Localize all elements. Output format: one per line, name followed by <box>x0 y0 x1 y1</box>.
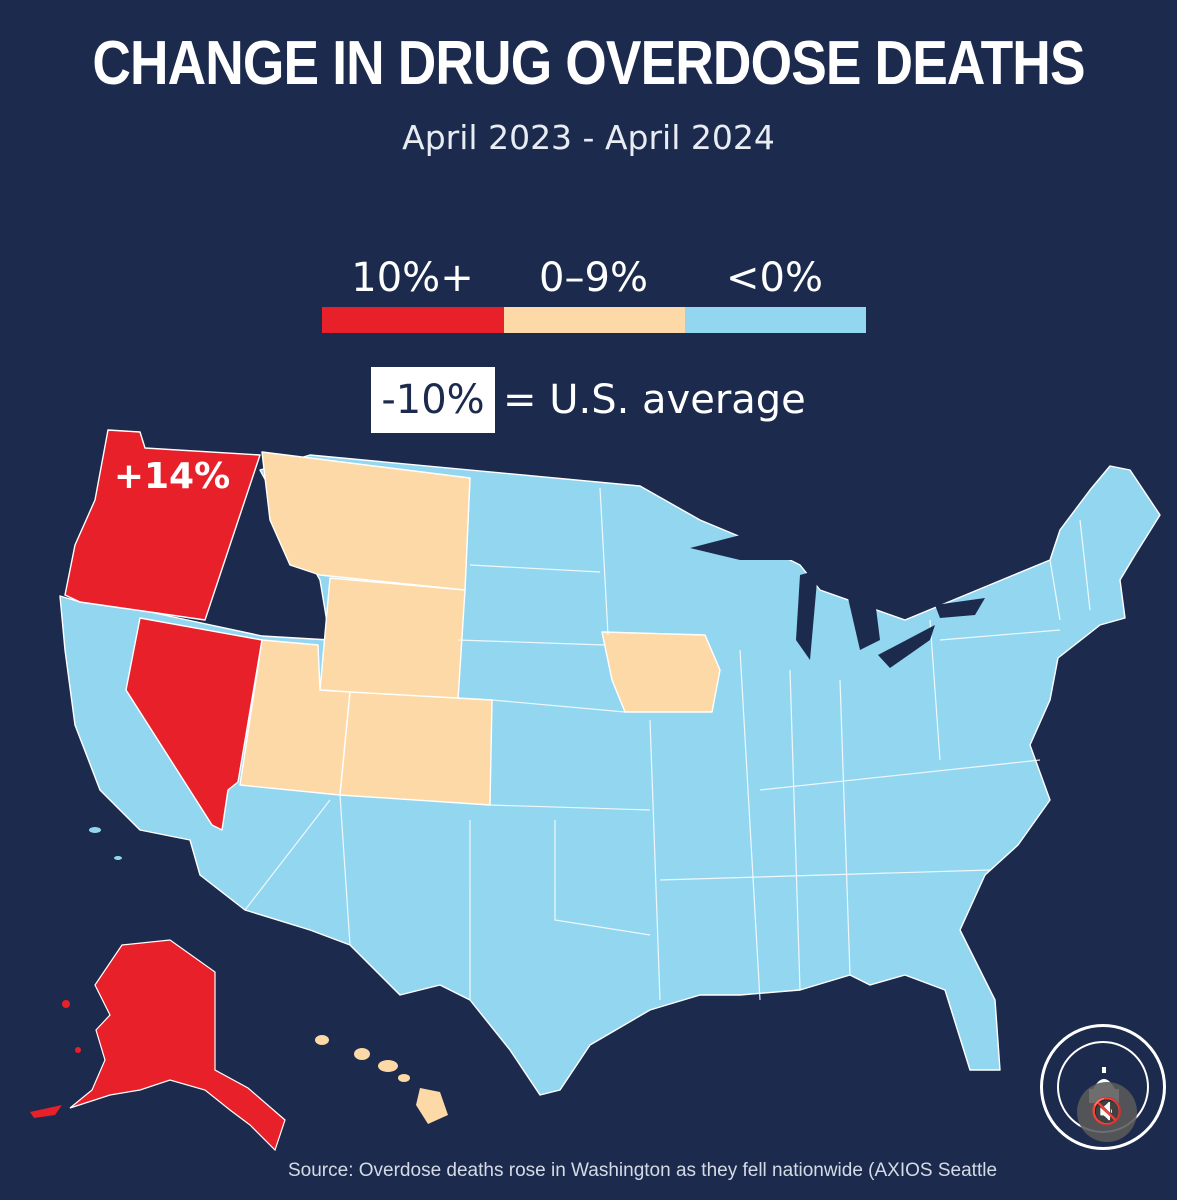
legend-label-mid: 0–9% <box>539 255 648 301</box>
alaska-islands <box>30 1000 81 1118</box>
us-average-value: -10% <box>371 367 495 433</box>
speaker-muted-icon[interactable]: 🔇 <box>1077 1082 1137 1142</box>
state-washington-oregon <box>64 429 261 621</box>
state-wyoming <box>319 577 466 701</box>
legend-color-bar <box>322 307 866 333</box>
state-alaska <box>69 939 286 1152</box>
state-iowa <box>601 631 721 713</box>
legend-label-high: 10%+ <box>351 255 474 301</box>
legend-swatch-mid <box>504 307 685 333</box>
source-note: Source: Overdose deaths rose in Washingt… <box>288 1160 998 1181</box>
state-hawaii <box>315 1035 448 1124</box>
chart-subtitle: April 2023 - April 2024 <box>402 118 775 157</box>
chart-title: CHANGE IN DRUG OVERDOSE DEATHS <box>92 29 1085 98</box>
great-lakes <box>690 530 985 668</box>
channel-islands <box>89 827 122 860</box>
us-average-label: = U.S. average <box>503 377 806 423</box>
legend-swatch-low <box>685 307 866 333</box>
state-borders <box>244 477 1091 1001</box>
legend-swatch-high <box>322 307 504 333</box>
legend: 10%+ 0–9% <0% <box>322 255 866 305</box>
washington-callout: +14% <box>114 456 230 497</box>
state-colorado <box>339 691 493 806</box>
legend-label-low: <0% <box>726 255 823 301</box>
